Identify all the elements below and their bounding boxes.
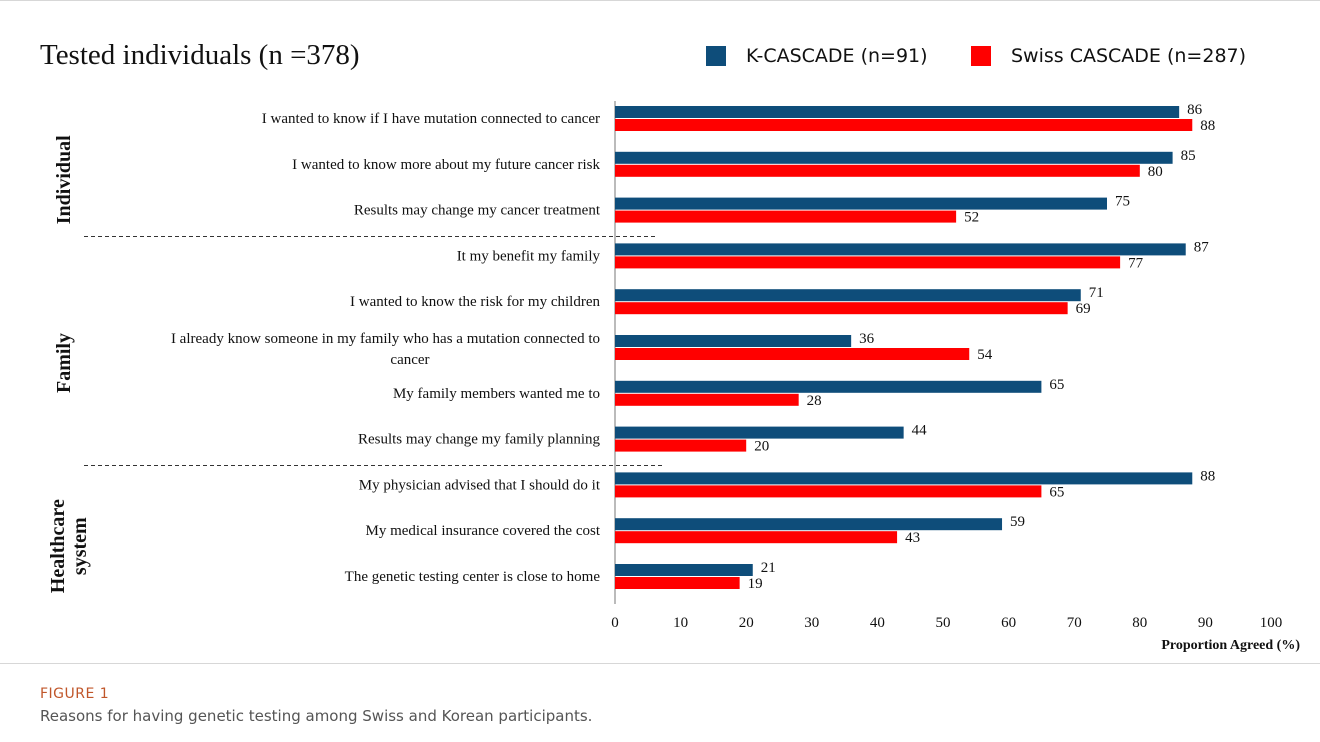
value-label-swiss-cascade: 28 xyxy=(807,393,822,409)
value-label-k-cascade: 87 xyxy=(1194,239,1210,255)
value-label-k-cascade: 88 xyxy=(1200,468,1215,484)
bar-k-cascade xyxy=(615,151,1173,164)
bar-chart: 0 10 20 30 40 50 60 70 80 90 100 Proportion Agreed … xyxy=(47,101,1300,653)
bar-swiss-cascade xyxy=(615,302,1068,315)
bar-swiss-cascade xyxy=(615,393,799,406)
x-tick-label: 40 xyxy=(870,615,885,631)
legend-swatch-swiss-cascade xyxy=(971,46,991,66)
category-label: I wanted to know if I have mutation conn… xyxy=(262,111,600,127)
bar-k-cascade xyxy=(615,518,1003,531)
x-tick-label: 10 xyxy=(673,615,688,631)
category-label: It my benefit my family xyxy=(457,248,601,264)
x-tick-label: 100 xyxy=(1260,615,1283,631)
value-label-swiss-cascade: 54 xyxy=(977,347,993,363)
value-label-swiss-cascade: 52 xyxy=(964,210,979,226)
value-label-k-cascade: 75 xyxy=(1115,194,1130,210)
figure-caption: Reasons for having genetic testing among… xyxy=(40,707,593,725)
category-label: Results may change my family planning xyxy=(358,432,601,448)
category-label: I wanted to know more about my future ca… xyxy=(292,157,600,173)
x-tick-label: 50 xyxy=(936,615,951,631)
group-label: Individual xyxy=(53,135,75,224)
x-axis-title: Proportion Agreed (%) xyxy=(1161,638,1300,653)
legend-label-swiss-cascade: Swiss CASCADE (n=287) xyxy=(1011,45,1247,67)
category-label: My family members wanted me to xyxy=(393,386,600,402)
value-label-swiss-cascade: 65 xyxy=(1049,484,1064,500)
legend-item-k-cascade: K-CASCADE (n=91) xyxy=(706,45,928,67)
value-label-swiss-cascade: 77 xyxy=(1128,255,1144,271)
legend-swatch-k-cascade xyxy=(706,46,726,66)
x-tick-label: 0 xyxy=(611,615,619,631)
value-label-k-cascade: 71 xyxy=(1089,285,1104,301)
group-label-line: system xyxy=(69,517,91,575)
bar-k-cascade xyxy=(615,335,852,347)
value-label-k-cascade: 86 xyxy=(1187,102,1203,118)
value-label-k-cascade: 44 xyxy=(912,423,928,439)
x-tick-label: 60 xyxy=(1001,615,1016,631)
x-tick-label: 20 xyxy=(739,615,754,631)
group-label: Family xyxy=(53,333,75,393)
x-tick-label: 80 xyxy=(1132,615,1147,631)
value-label-k-cascade: 21 xyxy=(761,560,776,576)
value-label-k-cascade: 59 xyxy=(1010,514,1025,530)
category-label: The genetic testing center is close to h… xyxy=(345,569,601,585)
bar-k-cascade xyxy=(615,243,1186,256)
bar-k-cascade xyxy=(615,106,1180,118)
value-label-k-cascade: 65 xyxy=(1049,377,1064,393)
bar-k-cascade xyxy=(615,426,904,439)
group-label-line: Healthcare xyxy=(47,499,69,593)
value-label-swiss-cascade: 20 xyxy=(754,439,769,455)
value-label-k-cascade: 85 xyxy=(1181,148,1196,164)
value-label-swiss-cascade: 88 xyxy=(1200,118,1215,134)
caption-divider xyxy=(0,663,1320,664)
bar-swiss-cascade xyxy=(615,348,970,360)
bar-swiss-cascade xyxy=(615,210,957,223)
bar-swiss-cascade xyxy=(615,485,1042,498)
bar-k-cascade xyxy=(615,380,1042,393)
x-tick-label: 70 xyxy=(1067,615,1082,631)
bar-swiss-cascade xyxy=(615,119,1193,131)
x-tick-label: 30 xyxy=(804,615,819,631)
bar-swiss-cascade xyxy=(615,439,747,452)
x-tick-label: 90 xyxy=(1198,615,1213,631)
chart-title: Tested individuals (n =378) xyxy=(40,39,360,71)
legend-item-swiss-cascade: Swiss CASCADE (n=287) xyxy=(971,45,1246,67)
group-label-line: Individual xyxy=(53,135,75,224)
group-label-line: Family xyxy=(53,333,75,393)
bar-k-cascade xyxy=(615,564,753,576)
group-label: Healthcaresystem xyxy=(47,499,91,593)
category-label-line: cancer xyxy=(390,352,429,368)
bar-k-cascade xyxy=(615,197,1107,210)
category-label: My medical insurance covered the cost xyxy=(366,523,601,539)
bar-swiss-cascade xyxy=(615,164,1140,177)
figure-label: FIGURE 1 xyxy=(40,686,110,702)
bar-swiss-cascade xyxy=(615,256,1121,269)
legend-label-k-cascade: K-CASCADE (n=91) xyxy=(746,45,928,67)
value-label-swiss-cascade: 80 xyxy=(1148,164,1163,180)
value-label-swiss-cascade: 43 xyxy=(905,530,920,546)
value-label-swiss-cascade: 69 xyxy=(1076,301,1091,317)
category-label: My physician advised that I should do it xyxy=(359,477,601,493)
value-label-k-cascade: 36 xyxy=(859,331,875,347)
category-label: I wanted to know the risk for my childre… xyxy=(350,294,600,310)
value-label-swiss-cascade: 19 xyxy=(748,576,763,592)
category-label: Results may change my cancer treatment xyxy=(354,203,601,219)
bar-swiss-cascade xyxy=(615,531,898,544)
category-label: I already know someone in my family who … xyxy=(171,331,600,368)
bar-k-cascade xyxy=(615,289,1081,302)
bar-k-cascade xyxy=(615,472,1193,485)
bar-swiss-cascade xyxy=(615,577,740,589)
category-label-line: I already know someone in my family who … xyxy=(171,331,600,347)
